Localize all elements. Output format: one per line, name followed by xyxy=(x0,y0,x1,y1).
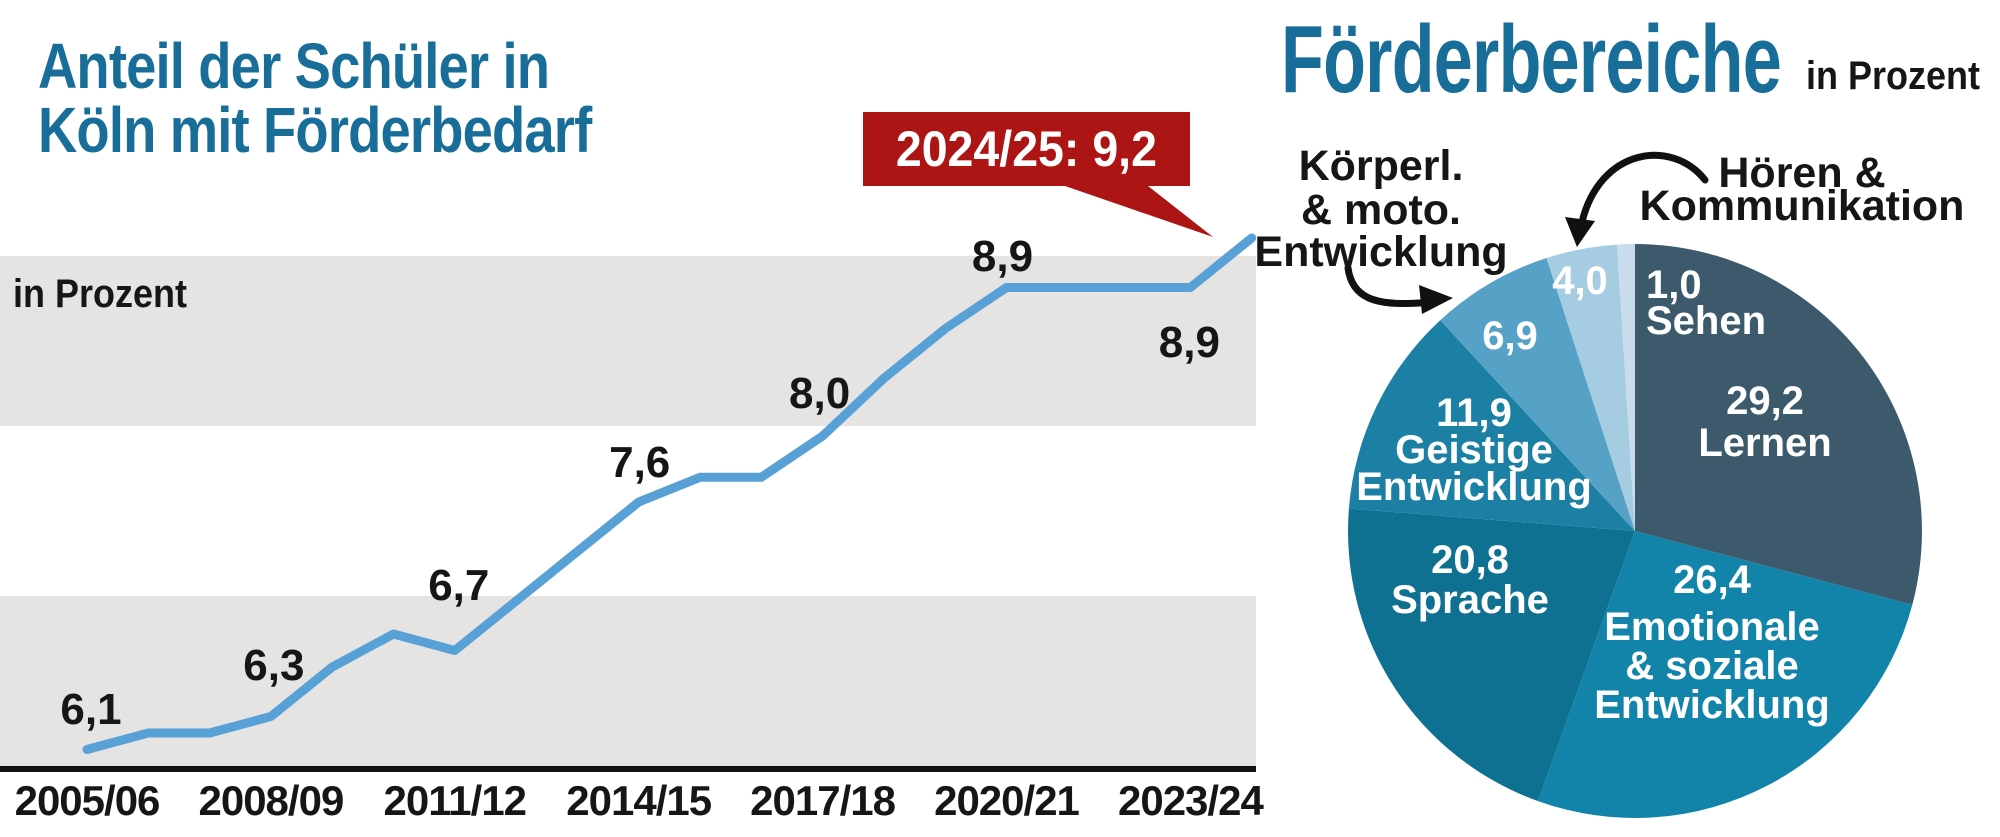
pie-label-emotionale-line3: Entwicklung xyxy=(1594,683,1830,727)
point-label-2023-24: 8,9 xyxy=(1158,318,1220,367)
pie-label-sprache-line0: 20,8 xyxy=(1431,538,1509,582)
pie-slice-emotionale-soziale-entwicklung xyxy=(1538,531,1913,818)
x-tick-label-2011-12: 2011/12 xyxy=(383,777,528,824)
pie-slice-koerperliche-motorische-entwicklung xyxy=(1440,258,1635,531)
label-arrow-head-1 xyxy=(1565,217,1595,247)
point-label-2011-12: 6,7 xyxy=(428,561,490,610)
x-tick-label-2017-18: 2017/18 xyxy=(750,777,896,824)
x-axis-line xyxy=(0,766,1256,772)
pie-label-emotionale-line2: & soziale xyxy=(1625,644,1799,688)
pie-slice-sehen xyxy=(1617,244,1635,531)
line-chart-title-line2: Köln mit Förderbedarf xyxy=(38,94,592,166)
line-chart-title-line1: Anteil der Schüler in xyxy=(38,30,550,102)
pie-outer-label-hoeren-line0: Hören & xyxy=(1718,149,1886,197)
label-arrow-0 xyxy=(1344,264,1424,308)
pie-label-hoeren_value-line0: 4,0 xyxy=(1552,259,1608,303)
label-arrow-1 xyxy=(1578,151,1709,226)
pie-label-emotionale-line1: Emotionale xyxy=(1604,605,1820,649)
pie-outer-label-hoeren-line1: Kommunikation xyxy=(1639,182,1965,230)
x-tick-label-2014-15: 2014/15 xyxy=(566,777,712,824)
grid-band-1 xyxy=(0,596,1256,766)
callout-badge: 2024/25: 9,2 xyxy=(863,112,1190,186)
point-label-2005-06: 6,1 xyxy=(60,685,122,734)
pie-label-geistige-line0: 11,9 xyxy=(1436,391,1512,435)
label-arrow-head-0 xyxy=(1419,285,1453,314)
x-tick-label-2020-21: 2020/21 xyxy=(934,777,1080,824)
point-label-2020-21: 8,9 xyxy=(971,232,1034,281)
pie-slice-geistige-entwicklung xyxy=(1348,320,1635,531)
point-label-2014-15: 7,6 xyxy=(609,438,671,487)
line-chart-unit-label: in Prozent xyxy=(13,272,188,316)
pie-chart-unit-label: in Prozent xyxy=(1806,54,1981,98)
pie-label-sprache-line1: Sprache xyxy=(1391,578,1549,622)
pie-outer-label-koerperl-line0: Körperl. xyxy=(1298,142,1464,190)
grid-band-0 xyxy=(0,256,1256,426)
pie-label-emotionale-line0: 26,4 xyxy=(1673,558,1751,602)
callout-text: 2024/25: 9,2 xyxy=(895,121,1158,177)
pie-label-sehen-line1: Sehen xyxy=(1646,299,1767,343)
x-tick-label-2005-06: 2005/06 xyxy=(14,777,161,824)
pie-outer-label-koerperl-line1: & moto. xyxy=(1300,186,1462,234)
pie-slice-hoeren-kommunikation xyxy=(1546,244,1635,531)
pie-outer-label-koerperl-line2: Entwicklung xyxy=(1254,228,1508,276)
point-label-2017-18: 8,0 xyxy=(789,369,851,418)
pie-slice-sprache xyxy=(1348,508,1635,802)
pie-label-lernen-line1: Lernen xyxy=(1698,421,1832,465)
pie-label-geistige-line1: Geistige xyxy=(1395,428,1553,472)
pie-label-geistige-line2: Entwicklung xyxy=(1356,465,1592,509)
pie-chart-title: Förderbereiche xyxy=(1281,6,1782,113)
pie-label-koerperl_value-line0: 6,9 xyxy=(1482,314,1538,358)
callout-tail xyxy=(1065,186,1213,237)
pie-label-sehen-line0: 1,0 xyxy=(1646,263,1702,307)
point-label-2008-09: 6,3 xyxy=(243,641,305,690)
pie-label-lernen-line0: 29,2 xyxy=(1726,379,1804,423)
data-line xyxy=(82,233,1257,754)
pie-slice-lernen xyxy=(1635,244,1922,605)
line-chart-title: Anteil der Schüler in Köln mit Förderbed… xyxy=(38,30,592,166)
x-tick-label-2023-24: 2023/24 xyxy=(1117,777,1264,824)
x-tick-label-2008-09: 2008/09 xyxy=(198,777,344,824)
